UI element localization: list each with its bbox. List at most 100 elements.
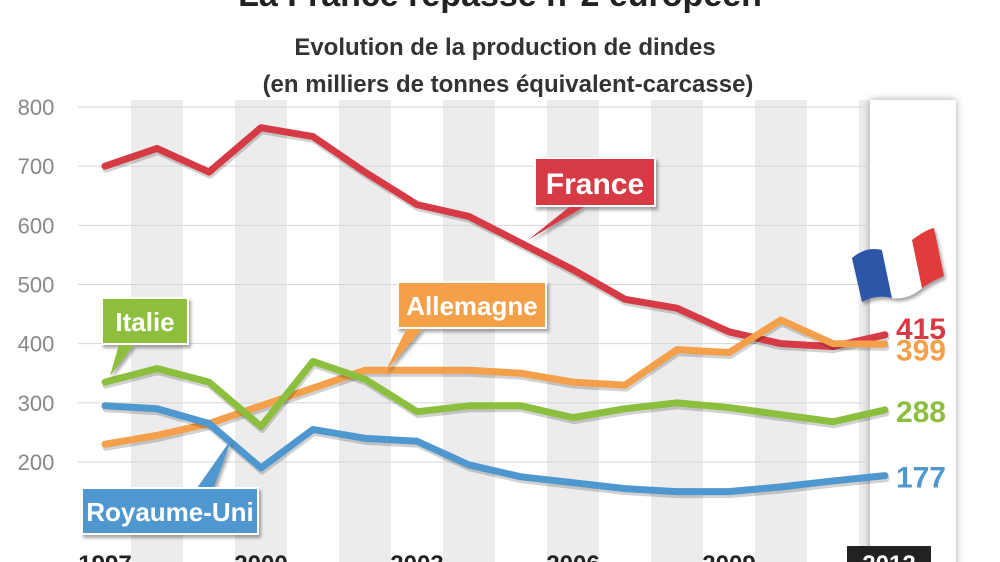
data-point: [156, 367, 158, 370]
data-point: [468, 404, 470, 407]
data-point: [104, 443, 106, 446]
data-point: [260, 466, 262, 469]
data-point: [364, 369, 366, 372]
y-tick-label: 500: [18, 273, 55, 298]
data-point: [156, 147, 158, 150]
data-point: [260, 126, 262, 129]
y-tick-label: 700: [18, 154, 55, 179]
data-point: [312, 387, 314, 390]
data-point: [208, 422, 210, 425]
data-point: [416, 203, 418, 206]
data-point: [676, 490, 678, 493]
data-point: [884, 343, 886, 346]
data-point: [780, 485, 782, 488]
data-point: [468, 463, 470, 466]
stripe: [651, 100, 703, 562]
legend-france-box: [534, 157, 656, 207]
data-point: [624, 407, 626, 410]
data-point: [312, 428, 314, 431]
series-line-italie: [101, 357, 889, 430]
end-label-france: 415: [896, 313, 946, 346]
data-point: [312, 360, 314, 363]
data-point: [156, 434, 158, 437]
data-point: [572, 481, 574, 484]
legend-royaume-uni-label: Royaume-Uni: [86, 497, 254, 527]
data-point: [832, 420, 834, 423]
chart-title: La France repasse n°2 européen: [238, 0, 762, 14]
data-point: [208, 171, 210, 174]
legend-allemagne-box: [397, 281, 547, 329]
data-point: [832, 342, 834, 345]
legend-allemagne-pointer: [385, 318, 432, 372]
legend-italie: Italie: [101, 297, 189, 376]
legend-royaume-uni-box: [81, 487, 259, 535]
data-point: [416, 440, 418, 443]
data-point: [676, 348, 678, 351]
data-point: [884, 474, 886, 477]
y-tick-label: 200: [18, 450, 55, 475]
data-point: [416, 369, 418, 372]
y-tick-label: 400: [18, 332, 55, 357]
data-point: [832, 479, 834, 482]
legend-france-label: France: [546, 168, 644, 201]
stripe: [443, 100, 495, 562]
x-tick-label: 2009: [702, 551, 755, 562]
data-point: [104, 165, 106, 168]
data-point: [364, 171, 366, 174]
data-point: [416, 410, 418, 413]
data-point: [676, 401, 678, 404]
data-point: [780, 413, 782, 416]
x-tick-label: 2000: [234, 551, 287, 562]
data-point: [104, 404, 106, 407]
x-tick-label: 2012: [862, 551, 915, 562]
data-point: [884, 333, 886, 336]
series-line-allemagne: [101, 316, 889, 448]
french-flag-icon: [852, 228, 944, 302]
data-point: [520, 475, 522, 478]
data-point: [572, 381, 574, 384]
legend-royaume-uni-pointer: [190, 438, 232, 498]
y-axis-ticks: 200 300 400 500 600 700 800: [18, 95, 55, 475]
series-line-royaume-uni: [101, 402, 889, 496]
data-point: [364, 378, 366, 381]
data-point: [520, 372, 522, 375]
legend-italie-box: [101, 297, 189, 345]
legend-france: France: [528, 157, 656, 240]
end-label-royaume-uni: 177: [896, 462, 946, 495]
stripe: [235, 100, 287, 562]
chart-subtitle-line2: (en milliers de tonnes équivalent-carcas…: [263, 71, 754, 98]
data-point: [624, 384, 626, 387]
data-point: [156, 407, 158, 410]
data-point: [572, 268, 574, 271]
data-point: [208, 381, 210, 384]
data-point: [520, 404, 522, 407]
data-point: [312, 135, 314, 138]
data-point: [468, 215, 470, 218]
data-point: [780, 342, 782, 345]
data-point: [572, 416, 574, 419]
data-point: [260, 425, 262, 428]
data-point: [520, 242, 522, 245]
data-point: [104, 381, 106, 384]
data-point: [780, 319, 782, 321]
data-point: [728, 330, 730, 333]
y-tick-label: 800: [18, 95, 55, 120]
data-point: [624, 298, 626, 301]
legend-italie-label: Italie: [115, 307, 174, 337]
data-point: [884, 408, 886, 411]
legend-allemagne: Allemagne: [385, 281, 547, 372]
data-point: [468, 369, 470, 372]
data-point: [728, 351, 730, 354]
legend-allemagne-label: Allemagne: [406, 291, 538, 321]
data-point: [624, 487, 626, 490]
data-point: [260, 404, 262, 407]
x-tick-label: 2006: [546, 551, 599, 562]
x-tick-highlight: [847, 546, 931, 562]
series-lines: [101, 124, 890, 499]
data-point: [676, 307, 678, 310]
data-point: [364, 437, 366, 440]
end-label-italie: 288: [896, 396, 946, 429]
